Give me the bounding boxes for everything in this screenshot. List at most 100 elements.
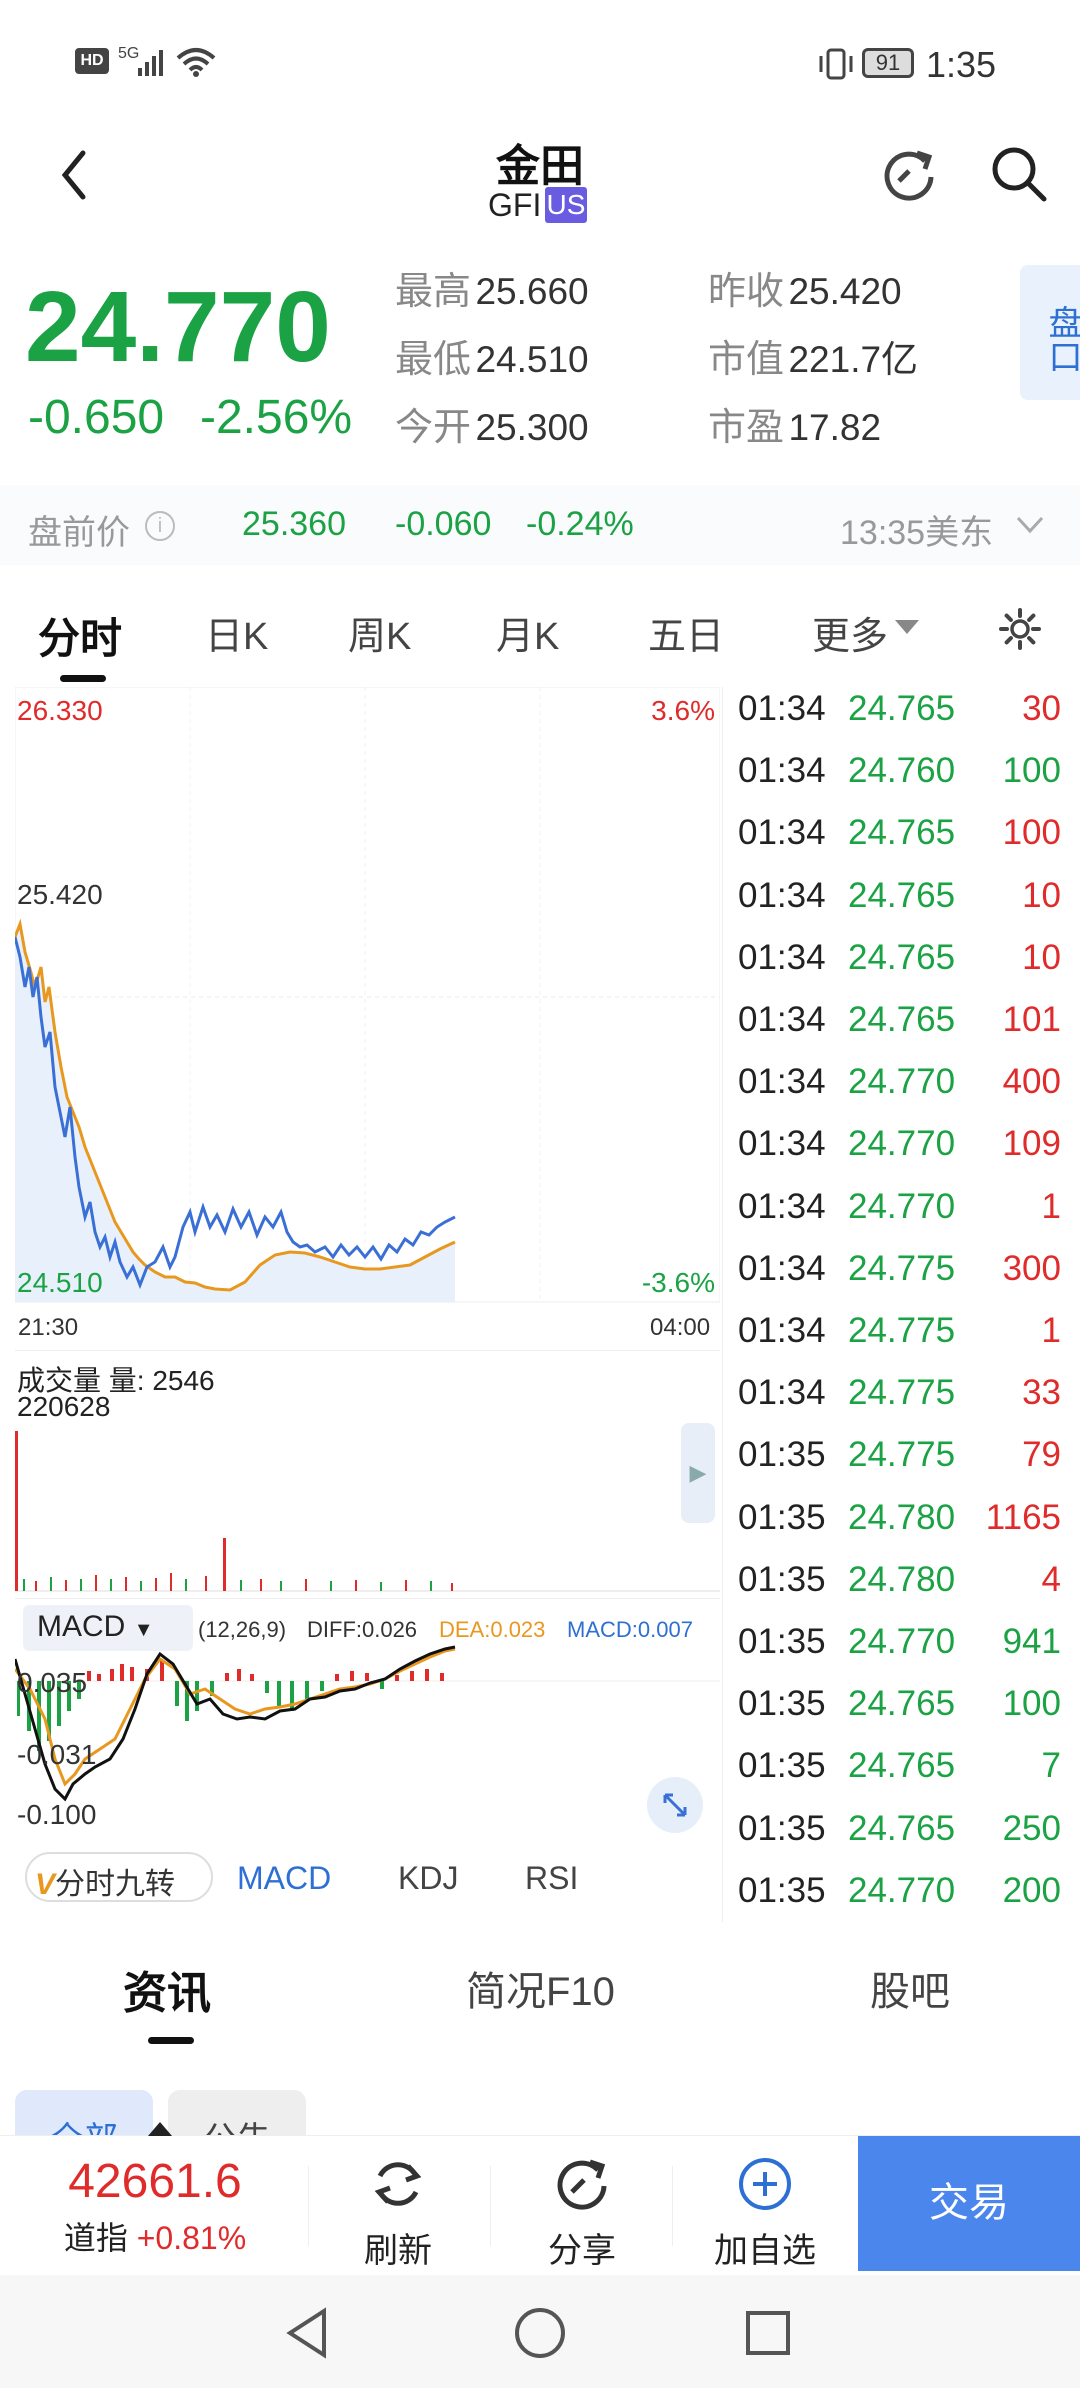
- tick-list[interactable]: 01:34 24.765 30 01:34 24.760 100 01:34 24.765 10…: [722, 687, 1077, 1922]
- tick-row: 01:34 24.765 10: [723, 876, 1073, 938]
- tick-price: 24.770: [848, 1124, 956, 1164]
- tick-price: 24.780: [848, 1559, 956, 1599]
- tab-profile-f10[interactable]: 简况F10: [466, 1970, 615, 2014]
- nav-home-icon[interactable]: [512, 2305, 568, 2361]
- tick-time: 01:34: [738, 1062, 826, 1102]
- signal-5g-icon: 5G: [118, 45, 140, 62]
- price-chart-svg: [15, 687, 720, 1303]
- chevron-down-icon[interactable]: [1015, 513, 1045, 537]
- axis-low-pct: -3.6%: [641, 1267, 715, 1298]
- tab-weekly[interactable]: 周K: [348, 616, 412, 658]
- tab-news[interactable]: 资讯: [123, 1969, 211, 2018]
- tick-price: 24.770: [848, 1870, 956, 1910]
- market-badge: US: [545, 187, 587, 223]
- refresh-button[interactable]: 刷新: [308, 2154, 488, 2272]
- divider: [672, 2166, 673, 2246]
- macd-selector[interactable]: MACD ▼: [23, 1605, 193, 1651]
- collapse-panel-handle[interactable]: ▶: [681, 1423, 715, 1523]
- info-icon[interactable]: i: [145, 511, 175, 541]
- intraday-chart[interactable]: 26.330 25.420 24.510 3.6% -3.6%: [15, 687, 720, 1312]
- tick-price: 24.780: [848, 1497, 956, 1537]
- macd-axis-mid: -0.031: [17, 1739, 97, 1770]
- share-refresh-icon[interactable]: [877, 143, 939, 205]
- tick-price: 24.765: [848, 813, 956, 853]
- filter-chip-all[interactable]: 全部: [15, 2090, 153, 2135]
- prev-close-label: 昨收: [708, 271, 785, 313]
- volume-panel: 成交量 量: 2546 220628 ▶: [15, 1350, 720, 1595]
- macd-value: MACD:0.007: [567, 1617, 693, 1642]
- low-value: 24.510: [475, 339, 589, 380]
- index-ticker[interactable]: 42661.6 道指 +0.81%: [0, 2154, 310, 2259]
- last-price: 24.770: [25, 271, 331, 383]
- search-icon[interactable]: [988, 143, 1050, 205]
- volume-label: 成交量 量: 2546: [17, 1365, 215, 1396]
- tab-forum[interactable]: 股吧: [870, 1970, 950, 2014]
- tab-five-day[interactable]: 五日: [648, 616, 725, 658]
- open-value: 25.300: [475, 407, 589, 448]
- add-watchlist-button[interactable]: 加自选: [675, 2154, 855, 2272]
- tab-monthly[interactable]: 月K: [496, 616, 560, 658]
- indicator-tab-rsi[interactable]: RSI: [525, 1860, 579, 1896]
- indicator-tab-macd[interactable]: MACD: [237, 1860, 332, 1896]
- divider: [308, 2166, 309, 2246]
- nav-back-icon[interactable]: [280, 2305, 336, 2361]
- bottom-action-bar: 42661.6 道指 +0.81% 刷新 分享 加自选 交易: [0, 2122, 1080, 2275]
- news-tabs: 资讯 简况F10 股吧: [0, 1925, 1080, 2055]
- stock-name: 金田: [496, 142, 584, 191]
- macd-selector-arrow-icon: ▼: [133, 1619, 154, 1641]
- tick-volume: 300: [1002, 1248, 1061, 1288]
- price-line: [15, 936, 456, 1290]
- settings-gear-icon[interactable]: [998, 607, 1042, 651]
- trade-button[interactable]: 交易: [858, 2136, 1080, 2271]
- tick-volume: 100: [1002, 1684, 1061, 1724]
- indicator-tab-nine-turn[interactable]: V分时九转: [25, 1852, 213, 1902]
- battery-level: 91: [875, 50, 901, 75]
- tab-more[interactable]: 更多: [812, 616, 889, 658]
- tick-price: 24.765: [848, 875, 956, 915]
- open-label: 今开: [395, 407, 472, 449]
- volume-bars-svg: [15, 1431, 720, 1592]
- share-button[interactable]: 分享: [492, 2154, 672, 2272]
- tick-row: 01:34 24.770 1: [723, 1187, 1073, 1249]
- up-arrow-icon: [148, 2122, 172, 2136]
- tick-price: 24.765: [848, 1808, 956, 1848]
- tab-intraday[interactable]: 分时: [38, 615, 123, 662]
- expand-chart-button[interactable]: [647, 1777, 703, 1833]
- axis-low: 24.510: [17, 1267, 103, 1298]
- premarket-label: 盘前价: [28, 514, 130, 552]
- tick-row: 01:34 24.765 10: [723, 938, 1073, 1000]
- premarket-change: -0.060: [395, 505, 492, 543]
- tick-row: 01:35 24.765 7: [723, 1746, 1073, 1808]
- battery-icon: 91: [862, 48, 914, 78]
- tick-time: 01:34: [738, 1311, 826, 1350]
- tick-row: 01:34 24.765 100: [723, 813, 1073, 875]
- index-value: 42661.6: [68, 2155, 242, 2208]
- tick-row: 01:34 24.765 30: [723, 689, 1073, 751]
- low-label: 最低: [395, 339, 472, 381]
- tick-row: 01:34 24.765 101: [723, 1000, 1073, 1062]
- time-start-label: 21:30: [18, 1314, 79, 1341]
- order-book-toggle[interactable]: 盘口: [1020, 265, 1080, 400]
- vibrate-icon: [819, 48, 853, 80]
- tick-volume: 250: [1002, 1808, 1061, 1848]
- macd-params: (12,26,9): [198, 1617, 287, 1642]
- tick-time: 01:34: [738, 813, 826, 853]
- market-cap-value: 221.7亿: [788, 339, 919, 380]
- macd-dea: DEA:0.023: [439, 1617, 546, 1642]
- tick-row: 01:34 24.760 100: [723, 751, 1073, 813]
- avg-price-line: [15, 918, 456, 1292]
- tick-volume: 4: [1041, 1559, 1061, 1599]
- back-icon[interactable]: [55, 145, 95, 205]
- tick-volume: 10: [1022, 875, 1061, 915]
- tick-time: 01:34: [738, 1373, 826, 1413]
- nav-recents-icon[interactable]: [740, 2305, 796, 2361]
- tick-time: 01:34: [738, 1000, 826, 1039]
- indicator-tab-kdj[interactable]: KDJ: [398, 1860, 459, 1896]
- tick-volume: 7: [1041, 1746, 1061, 1786]
- refresh-label: 刷新: [364, 2232, 432, 2270]
- tab-daily[interactable]: 日K: [205, 616, 269, 658]
- filter-chip-announcement[interactable]: 公告: [168, 2090, 306, 2135]
- share-icon: [557, 2159, 607, 2210]
- tick-row: 01:35 24.770 941: [723, 1622, 1073, 1684]
- tick-row: 01:35 24.765 250: [723, 1809, 1073, 1871]
